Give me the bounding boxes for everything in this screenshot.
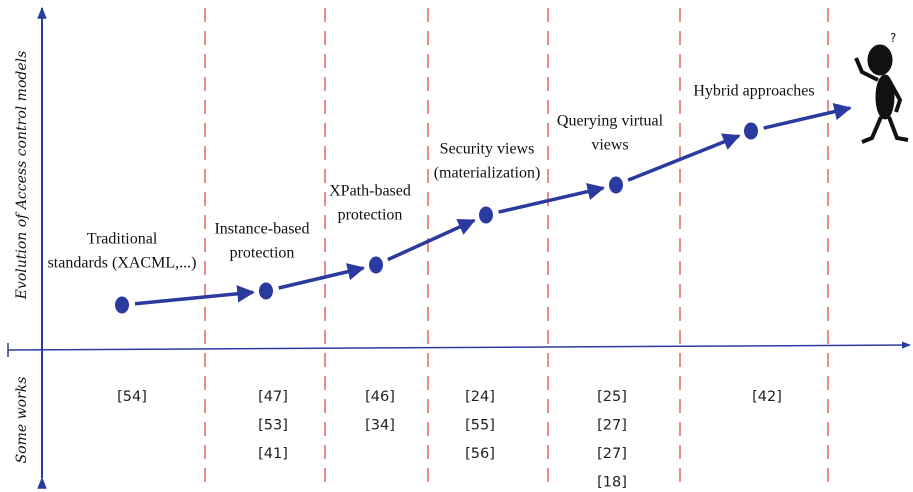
stage-label: protection	[338, 207, 403, 224]
work-reference: [25]	[597, 389, 627, 405]
work-reference: [54]	[117, 389, 147, 405]
progress-arrow	[279, 268, 364, 288]
upper-axis-label: Evolution of Access control models	[14, 51, 30, 301]
lower-axis-label: Some works	[14, 377, 30, 464]
progress-arrow	[388, 220, 474, 259]
stage-label: standards (XACML,...)	[48, 255, 197, 272]
dashed-separators	[205, 8, 828, 482]
work-reference: [42]	[752, 389, 782, 405]
work-reference: [24]	[465, 389, 495, 405]
diagram: Evolution of Access control models Some …	[0, 0, 913, 492]
work-reference: [47]	[258, 389, 288, 405]
stage-dot	[259, 283, 273, 300]
stage-label: Traditional	[87, 231, 158, 248]
stage-label: Querying virtual	[557, 113, 664, 130]
progress-arrow	[499, 188, 604, 212]
stage-label: Hybrid approaches	[693, 83, 814, 100]
stage-label: XPath-based	[329, 183, 411, 200]
work-reference: [53]	[258, 418, 288, 434]
stage-dot	[115, 297, 129, 314]
horizontal-axis	[8, 345, 910, 350]
progress-arrow	[628, 136, 739, 180]
stage-label: views	[591, 137, 628, 154]
progress-arrow	[764, 108, 850, 128]
work-reference: [46]	[365, 389, 395, 405]
work-reference: [41]	[258, 446, 288, 462]
stage-label: protection	[230, 245, 295, 262]
stage-label: Instance-based	[214, 221, 309, 238]
thinking-figure: ?	[856, 31, 908, 142]
stage-dot	[744, 123, 758, 140]
stage-dot	[479, 207, 493, 224]
svg-text:?: ?	[890, 31, 896, 45]
work-reference: [27]	[597, 446, 627, 462]
stage-label: (materialization)	[434, 165, 541, 182]
stage-dot	[609, 177, 623, 194]
work-reference: [56]	[465, 446, 495, 462]
stage-label: Security views	[440, 141, 535, 158]
work-reference: [55]	[465, 418, 495, 434]
stage-dot	[369, 257, 383, 274]
progress-arrow	[135, 292, 253, 303]
work-reference: [34]	[365, 418, 395, 434]
work-reference: [18]	[597, 475, 627, 491]
work-reference: [27]	[597, 418, 627, 434]
